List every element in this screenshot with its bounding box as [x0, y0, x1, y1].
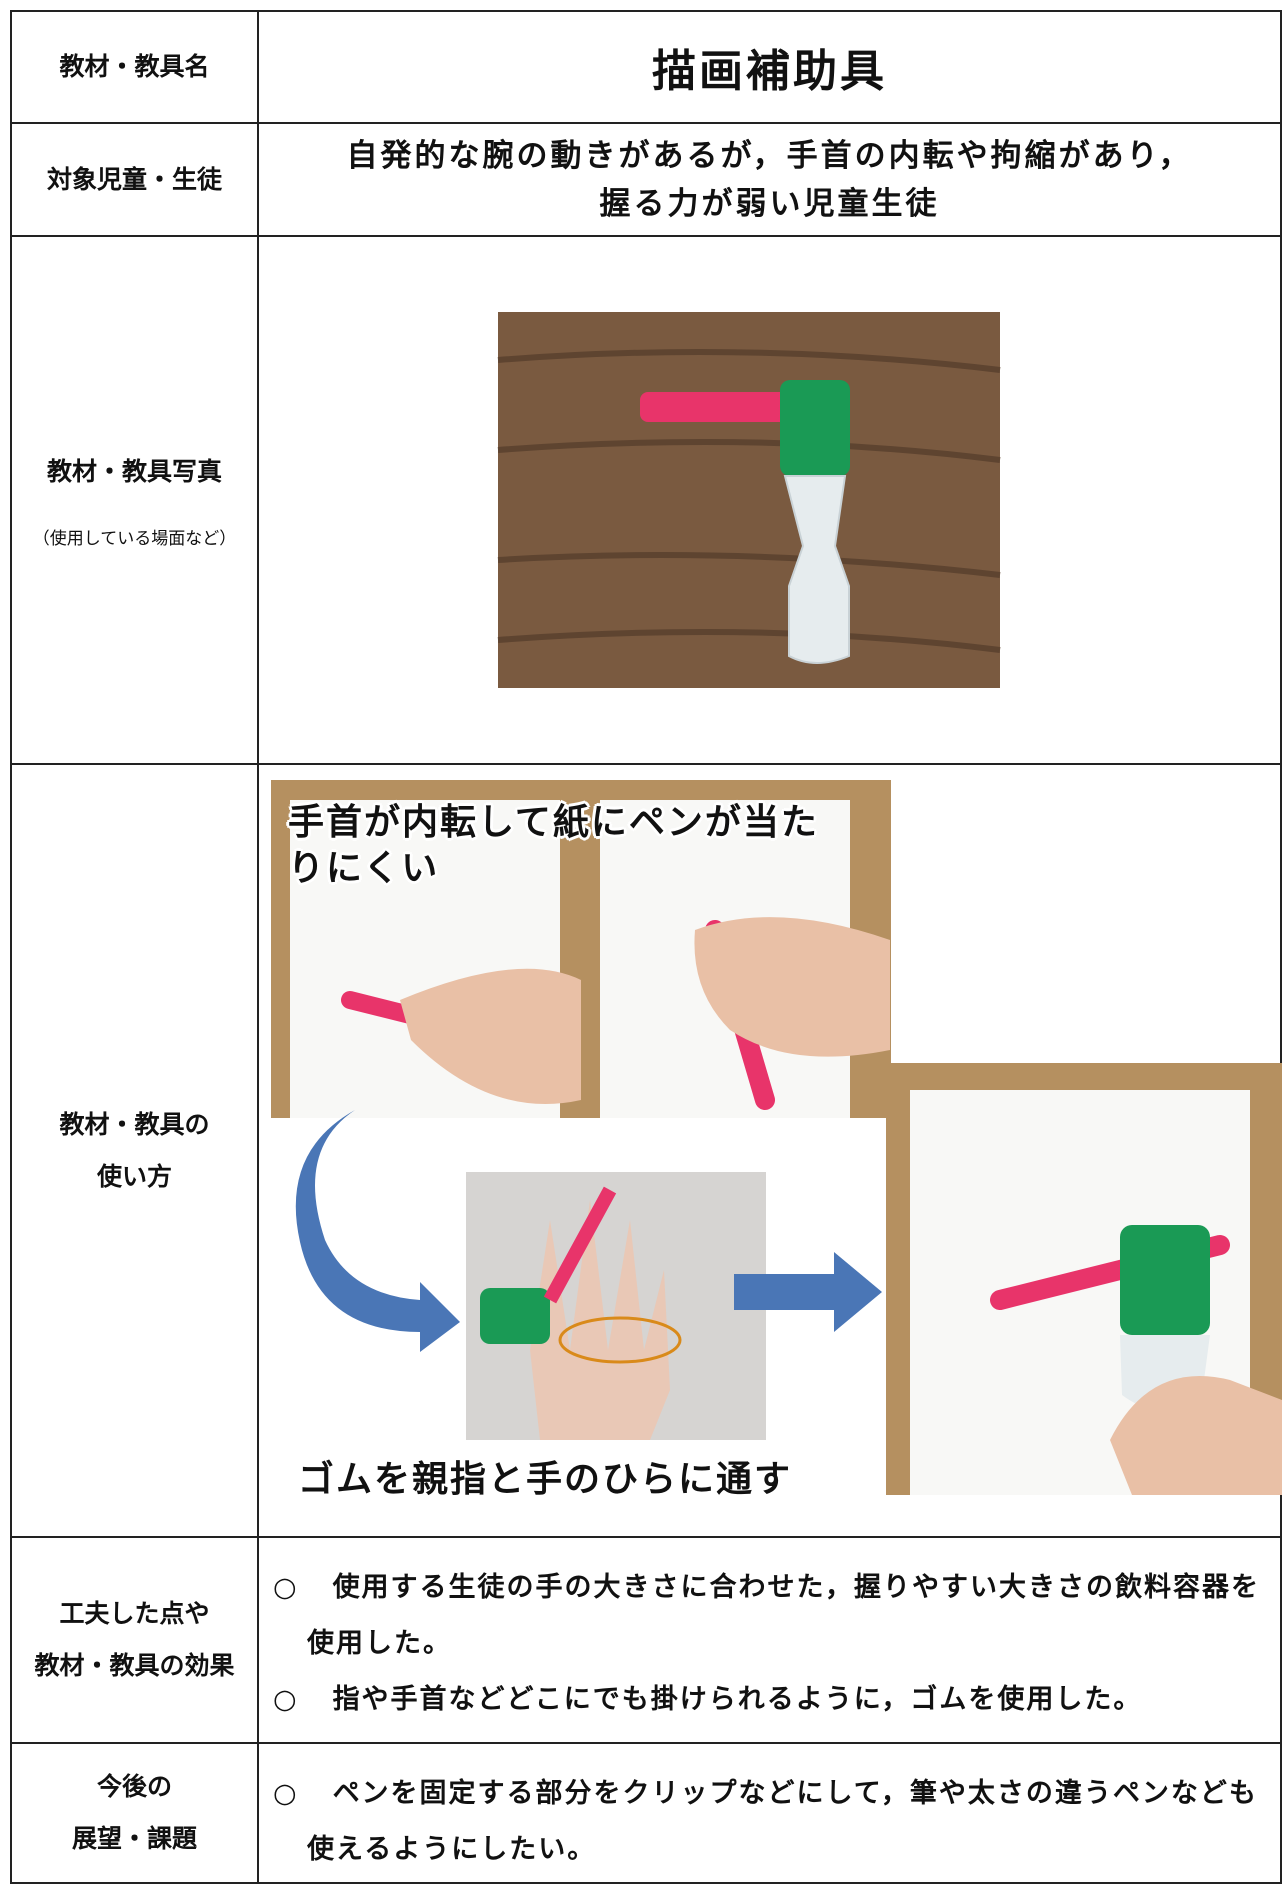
- list-item: ○ 指や手首などどこにでも掛けられるように，ゴムを使用した。: [273, 1672, 1266, 1728]
- curved-arrow: [295, 1110, 460, 1352]
- label-line: 教材・教具名: [59, 52, 210, 81]
- label-line: 教材・教具の効果: [34, 1651, 235, 1680]
- row-content: ○ 使用する生徒の手の大きさに合わせた，握りやすい大きさの飲料容器を使用した。 ○ 指…: [257, 1536, 1282, 1744]
- bullet-text: 使用する生徒の手の大きさに合わせた，握りやすい大きさの飲料容器を使用した。: [307, 1572, 1261, 1659]
- row-label: 教材・教具写真 （使用している場面など）: [10, 235, 259, 765]
- photo-caption: ゴムを親指と手のひらに通す: [298, 1459, 793, 1500]
- row-label: 対象児童・生徒: [10, 122, 259, 237]
- label-line: 展望・課題: [71, 1824, 197, 1853]
- usage-photo-2: [581, 780, 891, 1118]
- label-line: 使い方: [96, 1161, 172, 1191]
- label-note: （使用している場面など）: [32, 529, 237, 549]
- bullet-marker: ○: [273, 1778, 299, 1809]
- row-label: 工夫した点や 教材・教具の効果: [10, 1536, 259, 1744]
- hand-photo: [466, 1172, 766, 1440]
- bullet-marker: ○: [273, 1684, 299, 1715]
- label-line: 教材・教具写真: [46, 457, 222, 486]
- bullet-marker: ○: [273, 1572, 299, 1603]
- row-label: 今後の 展望・課題: [10, 1742, 259, 1884]
- row-content: ○ ペンを固定する部分をクリップなどにして，筆や太さの違うペンなども使えるようにし…: [257, 1742, 1282, 1884]
- list-item: ○ ペンを固定する部分をクリップなどにして，筆や太さの違うペンなども使えるようにし…: [273, 1766, 1266, 1878]
- result-photo: [886, 1063, 1282, 1495]
- usage-photo-1: [271, 780, 581, 1118]
- photo-caption: 手首が内転して紙にペンが当たりにくい: [288, 802, 819, 889]
- label-line: 今後の: [96, 1772, 172, 1801]
- content-line: 描画補助具: [652, 46, 887, 97]
- content-line: 握る力が弱い児童生徒: [599, 185, 940, 222]
- bullet-text: 指や手首などどこにでも掛けられるように，ゴムを使用した。: [332, 1684, 1143, 1715]
- label-line: 対象児童・生徒: [46, 164, 222, 194]
- label-line: 工夫した点や: [59, 1599, 210, 1628]
- list-item: ○ 使用する生徒の手の大きさに合わせた，握りやすい大きさの飲料容器を使用した。: [273, 1560, 1266, 1672]
- product-photo: [497, 312, 1001, 688]
- content-line: 自発的な腕の動きがあるが，手首の内転や拘縮があり，: [346, 137, 1193, 174]
- label-line: 教材・教具の: [59, 1109, 210, 1139]
- straight-arrow: [734, 1252, 882, 1332]
- bullet-text: ペンを固定する部分をクリップなどにして，筆や太さの違うペンなども使えるようにした…: [307, 1778, 1258, 1865]
